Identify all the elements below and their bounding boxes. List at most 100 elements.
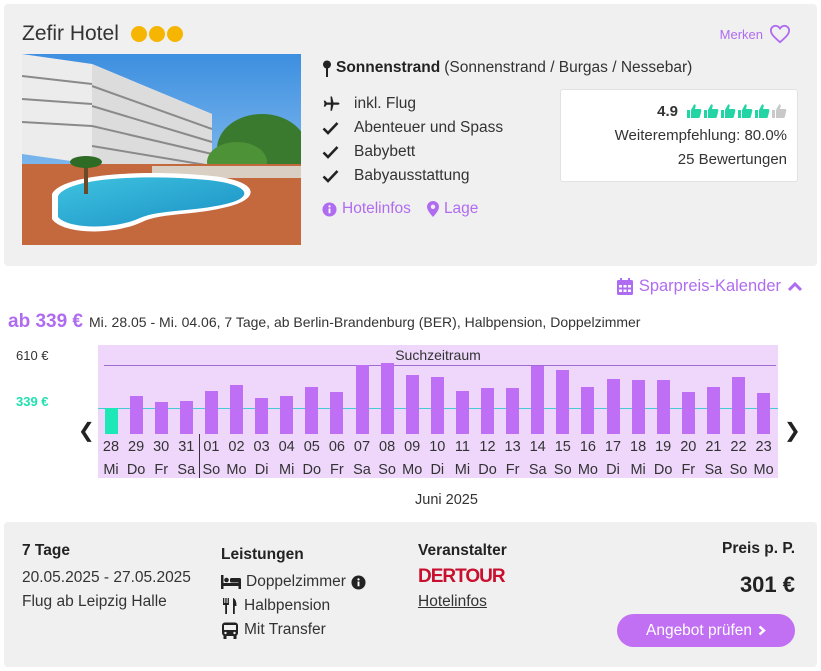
hotel-name[interactable]: Zefir Hotel [22,22,119,45]
price-bar[interactable] [455,391,469,434]
y-min-label: 339 € [16,394,49,409]
day-column[interactable]: 22 So [726,436,751,482]
day-column[interactable]: 14 Sa [525,436,550,482]
price-bar[interactable] [154,402,168,434]
price-bar[interactable] [179,401,193,434]
weekday-label: Mo [226,462,247,478]
day-column[interactable]: 29 Do [124,436,149,482]
price-bar[interactable] [405,374,419,434]
month-divider [198,434,200,478]
day-column[interactable]: 09 Mo [400,436,425,482]
price-bar[interactable] [732,377,745,434]
angebot-pruefen-button[interactable]: Angebot prüfen [617,614,795,647]
day-column[interactable]: 06 Fr [324,436,349,482]
recommendation-rate: Weiterempfehlung: 80.0% [614,127,787,144]
price-bar[interactable] [330,392,344,434]
day-column[interactable]: 31 Sa [174,436,199,482]
day-column[interactable]: 10 Di [425,436,450,482]
merken-label: Merken [719,26,763,42]
price-bar[interactable] [305,387,319,434]
day-number: 10 [429,439,446,455]
weekday-label: Di [430,462,445,478]
day-column[interactable]: 05 Do [299,436,324,482]
month-label: Juni 2025 [415,492,478,508]
day-column[interactable]: 19 Do [651,436,676,482]
feature-item: Babybett [322,140,503,164]
day-column[interactable]: 08 So [375,436,400,482]
day-column[interactable]: 04 Mi [274,436,299,482]
leistung-item: Halbpension [221,594,366,618]
day-column[interactable]: 28 Mi [99,436,124,482]
price-bar[interactable] [506,387,520,434]
price-bar[interactable] [104,408,118,434]
day-number: 19 [655,439,672,455]
day-column[interactable]: 02 Mo [224,436,249,482]
info-icon[interactable] [351,574,366,590]
day-number: 31 [178,439,195,455]
hotelinfos-link[interactable]: Hotelinfos [322,200,411,218]
day-column[interactable]: 11 Mi [450,436,475,482]
day-number: 23 [755,439,772,455]
map-pin-icon [323,60,331,77]
price-bar[interactable] [606,378,620,434]
price-bar[interactable] [230,384,243,434]
price-bar[interactable] [380,363,394,434]
day-column[interactable]: 15 So [550,436,575,482]
day-column[interactable]: 23 Mo [751,436,776,482]
thumbs-rating [686,103,787,119]
price-bar[interactable] [129,396,143,434]
hotelinfos-label: Hotelinfos [342,200,411,217]
day-column[interactable]: 03 Di [249,436,274,482]
leistung-item: Doppelzimmer [221,570,366,594]
price-bar[interactable] [556,369,570,434]
location-name: Sonnenstrand [336,59,441,76]
feature-list: inkl. Flug Abenteuer und Spass Babybett … [322,92,503,188]
day-column[interactable]: 16 Mo [575,436,600,482]
price-bar[interactable] [757,392,771,434]
price-bar[interactable] [631,380,645,434]
feature-item: inkl. Flug [322,92,503,116]
weekday-label: Do [653,462,673,478]
lage-link[interactable]: Lage [426,200,479,218]
merken-button[interactable]: Merken [720,24,791,44]
price-bar[interactable] [706,387,720,434]
price-bar[interactable] [280,396,294,434]
check-icon [322,170,339,183]
day-column[interactable]: 20 Fr [676,436,701,482]
hotel-photo[interactable] [22,54,301,245]
day-column[interactable]: 17 Di [601,436,626,482]
price-bar[interactable] [581,387,595,434]
day-column[interactable]: 18 Mi [626,436,651,482]
sparpreis-kalender-toggle[interactable]: Sparpreis-Kalender [616,277,803,296]
day-column[interactable]: 07 Sa [350,436,375,482]
chevron-left-icon[interactable]: ❮ [78,420,95,442]
price-bar[interactable] [656,379,670,434]
price-bar[interactable] [255,397,269,434]
day-column[interactable]: 12 Do [475,436,500,482]
price-bar[interactable] [204,391,218,434]
feature-label: Babybett [354,143,416,160]
suchzeitraum-label: Suchzeitraum [395,347,481,363]
price-title: Preis p. P. [722,540,795,557]
weekday-label: Mo [577,462,598,478]
lage-label: Lage [443,200,479,217]
price-bar[interactable] [481,387,494,434]
chevron-right-icon[interactable]: ❯ [784,420,801,442]
price-bar[interactable] [681,392,695,434]
price-bar[interactable] [430,377,444,434]
bed-icon [221,575,241,589]
price-bar[interactable] [531,366,545,434]
day-column[interactable]: 01 So [199,436,224,482]
duration: 7 Tage [22,542,70,559]
day-number: 29 [128,439,145,455]
leistung-label: Mit Transfer [244,621,326,638]
weekday-label: Mo [753,462,774,478]
rating-box[interactable]: 4.9 Weiterempfehlung: 80.0% 25 Bewertung… [560,89,798,182]
day-column[interactable]: 13 Fr [500,436,525,482]
day-number: 21 [705,439,722,455]
day-column[interactable]: 21 Sa [701,436,726,482]
price-bar[interactable] [355,364,369,434]
day-column[interactable]: 30 Fr [149,436,174,482]
veranstalter-hotelinfos-link[interactable]: Hotelinfos [418,593,487,610]
hotel-title[interactable]: Zefir Hotel [22,22,183,46]
